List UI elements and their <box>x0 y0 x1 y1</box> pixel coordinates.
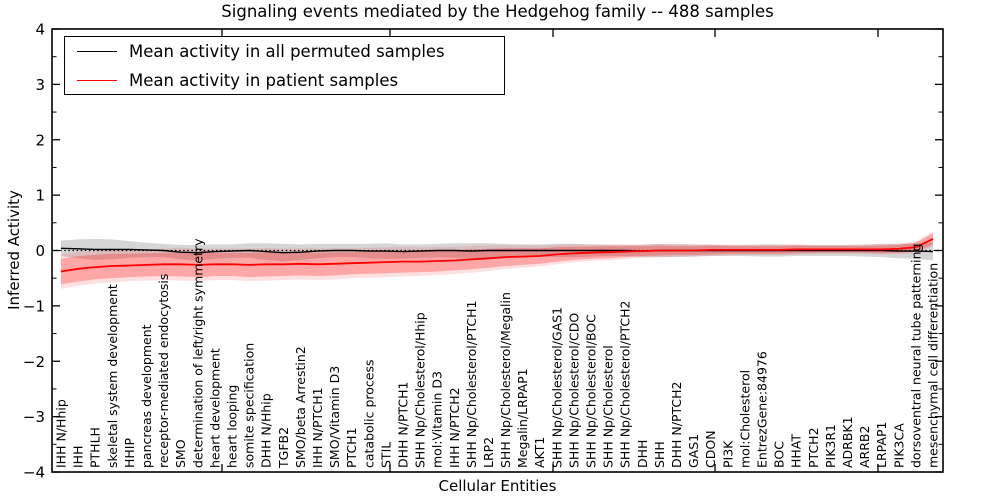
patient-spread-band <box>61 233 933 285</box>
x-category-label: LRP2 <box>481 437 496 468</box>
x-category-label: mol:Cholesterol <box>737 370 752 468</box>
x-category-label: PIK3CA <box>891 423 906 468</box>
y-axis-label-wrap: Inferred Activity <box>0 0 28 500</box>
x-category-label: HHAT <box>789 434 804 468</box>
x-category-label: IHH N/Hhip <box>54 399 69 468</box>
permuted-mean-line-icon <box>77 50 117 52</box>
y-tick-label: 0 <box>35 242 45 260</box>
x-category-label: STIL <box>378 442 393 468</box>
x-category-label: heart looping <box>225 385 240 468</box>
x-category-label: ADRBK1 <box>840 416 855 468</box>
y-tick-label: −1 <box>23 297 45 315</box>
patient-mean-line <box>60 238 934 273</box>
x-category-label: heart development <box>207 348 222 468</box>
x-category-label: skeletal system development <box>105 284 120 468</box>
legend-item: Mean activity in patient samples <box>65 68 504 93</box>
x-category-label: mol:Vitamin D3 <box>430 371 445 468</box>
y-tick-label: −3 <box>23 408 45 426</box>
legend-item: Mean activity in all permuted samples <box>65 39 504 64</box>
x-category-label: SMO <box>173 439 188 468</box>
y-axis-label: Inferred Activity <box>5 190 24 310</box>
legend-label-patient: Mean activity in patient samples <box>129 70 399 90</box>
x-category-label: SHH Np/Cholesterol <box>601 345 616 468</box>
x-category-label: receptor-mediated endocytosis <box>156 274 171 468</box>
x-category-label: determination of left/right symmetry <box>190 238 205 468</box>
x-category-label: LRPAP1 <box>874 422 889 468</box>
y-tick-label: 1 <box>35 187 45 205</box>
x-category-label: catabolic process <box>361 359 376 468</box>
x-category-label: SHH Np/Cholesterol/CDO <box>566 313 581 468</box>
x-category-label: SMO/beta Arrestin2 <box>293 346 308 468</box>
legend-label-permuted: Mean activity in all permuted samples <box>129 41 445 61</box>
x-category-label: PTCH1 <box>344 427 359 468</box>
x-category-label: EntrezGene:84976 <box>755 351 770 468</box>
x-category-label: SHH Np/Cholesterol/PTCH2 <box>618 301 633 469</box>
y-tick-label: 4 <box>35 21 45 39</box>
x-category-label: IHH <box>71 446 86 469</box>
x-category-label: CDON <box>703 430 718 468</box>
x-category-label: SMO/Vitamin D3 <box>327 366 342 468</box>
x-category-label: DHH N/Hhip <box>259 393 274 468</box>
x-category-label: DHH <box>635 440 650 468</box>
x-category-label: DHH N/PTCH1 <box>396 382 411 468</box>
x-category-label: pancreas development <box>139 324 154 468</box>
x-category-label: Megalin/LRPAP1 <box>515 368 530 468</box>
y-tick-label: 3 <box>35 76 45 94</box>
chart-title: Signaling events mediated by the Hedgeho… <box>221 2 774 21</box>
x-category-label: IHH N/PTCH1 <box>310 387 325 468</box>
x-category-label: PTHLH <box>88 427 103 468</box>
x-category-label: dorsoventral neural tube patterning <box>908 244 923 469</box>
x-category-label: somite specification <box>242 343 257 468</box>
x-category-label: PIK3R1 <box>823 424 838 468</box>
x-category-label: SHH Np/Cholesterol/BOC <box>584 314 599 468</box>
x-category-label: GAS1 <box>686 434 701 468</box>
legend: Mean activity in all permuted samples Me… <box>64 36 505 95</box>
x-category-label: ARRB2 <box>857 426 872 468</box>
x-category-label: SHH Np/Cholesterol/Megalin <box>498 292 513 468</box>
x-category-label: IHH N/PTCH2 <box>447 387 462 468</box>
y-tick-label: 2 <box>35 131 45 149</box>
y-tick-label: −4 <box>23 464 45 482</box>
x-category-label: DHH N/PTCH2 <box>669 382 684 468</box>
x-category-label: HHIP <box>122 438 137 468</box>
x-category-label: SHH Np/Cholesterol/Hhip <box>413 312 428 468</box>
x-category-label: TGFB2 <box>276 427 291 469</box>
patient-spread-outer-band <box>61 231 933 289</box>
x-category-label: SHH Np/Cholesterol/PTCH1 <box>464 301 479 469</box>
x-category-label: PTCH2 <box>806 427 821 468</box>
x-category-label: AKT1 <box>532 437 547 468</box>
patient-mean-line-icon <box>77 79 117 81</box>
x-category-label: SHH Np/Cholesterol/GAS1 <box>549 307 564 468</box>
x-category-label: BOC <box>772 441 787 468</box>
x-category-label: PI3K <box>720 440 735 468</box>
x-category-label: SHH <box>652 441 667 468</box>
x-axis-label: Cellular Entities <box>438 477 557 495</box>
x-category-label: mesenchymal cell differentiation <box>926 263 941 468</box>
y-tick-label: −2 <box>23 353 45 371</box>
